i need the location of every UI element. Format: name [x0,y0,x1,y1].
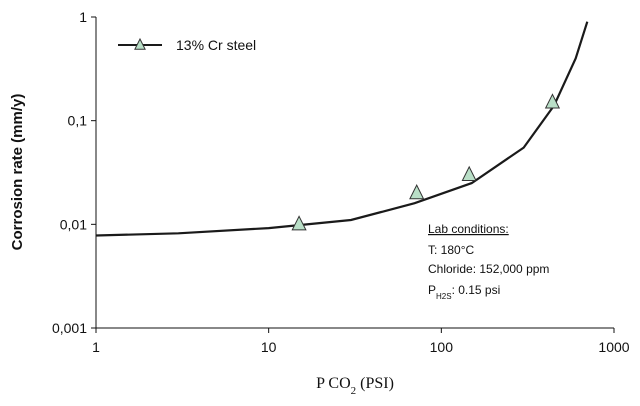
y-tick-label: 1 [79,9,87,25]
y-tick-label: 0,001 [52,320,87,336]
x-axis-title: P CO2 (PSI) [316,375,394,397]
y-axis-title: Corrosion rate (mm/y) [9,94,26,251]
legend-marker [134,37,146,50]
x-tick-label: 1 [92,339,100,355]
data-point [291,215,307,231]
x-tick-label: 10 [261,339,277,355]
data-point [461,165,477,181]
annotation-pressure: PH2S: 0.15 psi [428,283,500,301]
x-title-sub: 2 [351,385,357,397]
y-tick-label: 0,1 [68,113,88,129]
x-tick-label: 100 [430,339,454,355]
pressure-value: : 0.15 psi [452,283,501,297]
data-point [409,184,425,200]
legend-label: 13% Cr steel [176,37,256,53]
y-tick-label: 0,01 [60,216,87,232]
x-title-main: P CO [316,375,351,392]
annotation-line: T: 180°C [428,243,474,257]
pressure-sub: H2S [436,292,452,301]
fit-curve [95,21,589,237]
pressure-p: P [428,283,436,297]
x-tick-label: 1000 [598,339,629,355]
annotation-heading: Lab conditions: [428,222,509,236]
annotation-line: Chloride: 152,000 ppm [428,262,549,276]
data-point [544,93,561,109]
x-title-unit: (PSI) [356,375,394,392]
